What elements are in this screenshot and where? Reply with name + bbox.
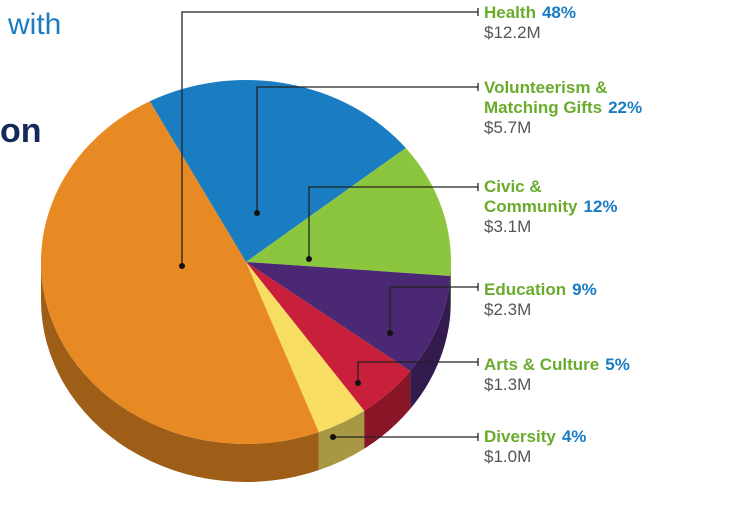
percent-label: 4% (561, 427, 587, 446)
slice-label: Volunteerism & Matching Gifts 22% $5.7M (484, 78, 642, 138)
wedge (246, 262, 365, 433)
leader-dot (306, 256, 312, 262)
leader-dot (330, 434, 336, 440)
percent-label: 9% (572, 280, 597, 299)
slice-label: Diversity 4% $1.0M (484, 427, 586, 467)
percent-label: 12% (583, 197, 618, 216)
percent-label: 5% (605, 355, 630, 374)
slice-label: Education 9% $2.3M (484, 280, 597, 320)
leader-dot (387, 330, 393, 336)
leader-line (308, 186, 478, 259)
wedge (149, 79, 406, 262)
amount-label: $2.3M (484, 300, 532, 319)
amount-label: $1.0M (484, 447, 532, 466)
amount-label: $5.7M (484, 118, 532, 137)
percent-label: 48% (541, 3, 576, 22)
leader-line (357, 361, 478, 383)
wedge (40, 101, 319, 445)
wedge-side (450, 262, 451, 314)
leader-line (181, 11, 478, 266)
title-fragment: on (0, 112, 42, 150)
title-fragment: with (8, 8, 62, 41)
slice-label: Health 48% $12.2M (484, 3, 576, 43)
category-name: Civic & Community (484, 177, 578, 216)
percent-label: 22% (608, 98, 643, 117)
amount-label: $12.2M (484, 23, 541, 42)
leader-dot (355, 380, 361, 386)
wedge-side (364, 371, 411, 449)
leader-line (256, 86, 478, 213)
leader-dot (254, 210, 260, 216)
amount-label: $1.3M (484, 375, 532, 394)
category-name: Arts & Culture (484, 355, 600, 374)
amount-label: $3.1M (484, 217, 532, 236)
wedge (246, 262, 451, 372)
wedge-side (410, 275, 451, 410)
wedge-side (318, 410, 365, 471)
leader-line (389, 286, 478, 333)
category-name: Volunteerism & Matching Gifts (484, 78, 608, 117)
slice-label: Civic & Community 12% $3.1M (484, 177, 618, 237)
wedge (246, 147, 451, 276)
leader-dot (179, 263, 185, 269)
slice-label: Arts & Culture 5% $1.3M (484, 355, 630, 395)
wedge (246, 262, 411, 411)
category-name: Health (484, 3, 536, 22)
wedge-side (41, 262, 319, 482)
category-name: Diversity (484, 427, 556, 446)
category-name: Education (484, 280, 567, 299)
